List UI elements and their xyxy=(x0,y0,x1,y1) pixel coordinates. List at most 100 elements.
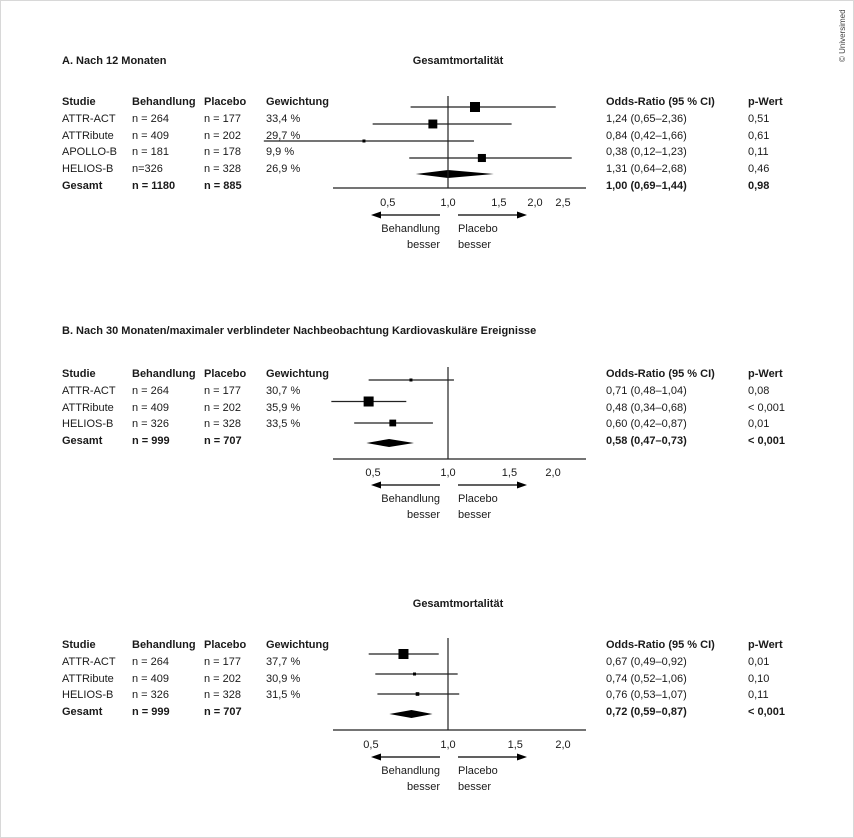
study-weight: 37,7 % xyxy=(266,655,301,668)
treatment-n: n = 181 xyxy=(132,146,170,159)
point-estimate-marker xyxy=(398,649,409,659)
placebo-n: n = 177 xyxy=(204,655,242,668)
header-odds-ratio: Odds-Ratio (95 % CI) xyxy=(606,368,715,380)
study-weight: 33,4 % xyxy=(266,112,301,125)
p-value: 0,61 xyxy=(748,129,770,142)
chart-title: Gesamtmortalität xyxy=(412,55,504,67)
tick-label: 2,0 xyxy=(527,197,543,209)
treatment-n: n = 264 xyxy=(132,112,170,125)
total-placebo-n: n = 885 xyxy=(204,180,242,192)
total-placebo-n: n = 707 xyxy=(204,435,242,448)
favours-placebo-label: besser xyxy=(458,509,492,521)
odds-ratio-ci: 1,24 (0,65–2,36) xyxy=(606,112,687,125)
tick-label: 2,0 xyxy=(545,467,561,479)
header-placebo: Placebo xyxy=(204,639,247,651)
arrow-right-icon xyxy=(517,753,527,761)
p-value: 0,01 xyxy=(748,418,770,431)
placebo-n: n = 178 xyxy=(204,146,242,159)
total-placebo-n: n = 707 xyxy=(204,706,242,719)
header-odds-ratio: Odds-Ratio (95 % CI) xyxy=(606,96,715,108)
p-value: 0,51 xyxy=(748,112,770,125)
study-weight: 33,5 % xyxy=(266,418,301,431)
placebo-n: n = 177 xyxy=(204,384,242,397)
p-value: 0,11 xyxy=(748,689,769,702)
study-name: ATTR-ACT xyxy=(62,655,116,668)
tick-label: 2,0 xyxy=(555,739,571,751)
point-estimate-marker xyxy=(413,672,417,676)
study-name: ATTRibute xyxy=(62,129,114,142)
odds-ratio-ci: 0,67 (0,49–0,92) xyxy=(606,655,687,668)
total-odds-ratio-ci: 0,58 (0,47–0,73) xyxy=(606,435,687,448)
header-p-value: p-Wert xyxy=(748,96,783,108)
total-label: Gesamt xyxy=(62,435,103,448)
favours-treatment-label: besser xyxy=(406,239,440,251)
total-treatment-n: n = 999 xyxy=(132,435,170,448)
point-estimate-marker xyxy=(469,102,480,112)
favours-treatment-label: besser xyxy=(406,781,440,793)
panel-title: A. Nach 12 Monaten xyxy=(62,55,167,67)
treatment-n: n=326 xyxy=(132,163,163,176)
header-placebo: Placebo xyxy=(204,96,247,108)
placebo-n: n = 328 xyxy=(204,418,242,431)
favours-placebo-label: Placebo xyxy=(458,765,498,777)
study-weight: 31,5 % xyxy=(266,689,301,702)
p-value: 0,46 xyxy=(748,163,770,176)
pooled-estimate-diamond xyxy=(415,170,494,178)
header-treatment: Behandlung xyxy=(132,96,196,108)
study-weight: 26,9 % xyxy=(266,163,301,176)
arrow-left-icon xyxy=(371,211,381,219)
study-name: ATTR-ACT xyxy=(62,112,116,125)
total-treatment-n: n = 999 xyxy=(132,706,170,719)
arrow-right-icon xyxy=(517,211,527,219)
placebo-n: n = 328 xyxy=(204,689,242,702)
tick-label: 0,5 xyxy=(380,197,396,209)
arrow-left-icon xyxy=(371,481,381,489)
treatment-n: n = 326 xyxy=(132,689,170,702)
treatment-n: n = 326 xyxy=(132,418,170,431)
tick-label: 1,0 xyxy=(440,197,456,209)
study-weight: 29,7 % xyxy=(266,129,301,142)
tick-label: 1,5 xyxy=(507,739,523,751)
point-estimate-marker xyxy=(428,119,438,129)
study-name: ATTRibute xyxy=(62,401,114,414)
header-weight: Gewichtung xyxy=(266,96,329,108)
odds-ratio-ci: 0,84 (0,42–1,66) xyxy=(606,129,687,142)
header-study: Studie xyxy=(62,96,96,108)
treatment-n: n = 409 xyxy=(132,401,170,414)
total-odds-ratio-ci: 1,00 (0,69–1,44) xyxy=(606,180,687,192)
p-value: < 0,001 xyxy=(748,401,786,414)
pooled-estimate-diamond xyxy=(389,710,433,718)
odds-ratio-ci: 0,38 (0,12–1,23) xyxy=(606,146,687,159)
treatment-n: n = 264 xyxy=(132,655,170,668)
odds-ratio-ci: 0,76 (0,53–1,07) xyxy=(606,689,687,702)
header-p-value: p-Wert xyxy=(748,639,783,651)
p-value: 0,10 xyxy=(748,672,770,685)
header-weight: Gewichtung xyxy=(266,639,329,651)
header-placebo: Placebo xyxy=(204,368,247,380)
study-name: HELIOS-B xyxy=(62,418,114,431)
study-name: HELIOS-B xyxy=(62,163,114,176)
total-p-value: < 0,001 xyxy=(748,706,786,719)
header-study: Studie xyxy=(62,368,96,380)
odds-ratio-ci: 0,48 (0,34–0,68) xyxy=(606,401,687,414)
pooled-estimate-diamond xyxy=(366,439,414,447)
favours-treatment-label: Behandlung xyxy=(381,223,440,235)
study-name: APOLLO-B xyxy=(62,146,118,159)
placebo-n: n = 202 xyxy=(204,129,242,142)
tick-label: 1,5 xyxy=(501,467,518,479)
header-p-value: p-Wert xyxy=(748,368,783,380)
point-estimate-marker xyxy=(477,153,486,163)
total-label: Gesamt xyxy=(62,706,103,719)
point-estimate-marker xyxy=(389,419,397,427)
p-value: 0,11 xyxy=(748,146,769,159)
favours-treatment-label: besser xyxy=(406,509,440,521)
arrow-right-icon xyxy=(517,481,527,489)
favours-placebo-label: besser xyxy=(458,781,492,793)
tick-label: 1,0 xyxy=(440,739,456,751)
placebo-n: n = 328 xyxy=(204,163,242,176)
header-weight: Gewichtung xyxy=(266,368,329,380)
panel-title: B. Nach 30 Monaten/maximaler verblindete… xyxy=(62,325,390,337)
placebo-n: n = 202 xyxy=(204,401,242,414)
tick-label: 0,5 xyxy=(365,467,381,479)
